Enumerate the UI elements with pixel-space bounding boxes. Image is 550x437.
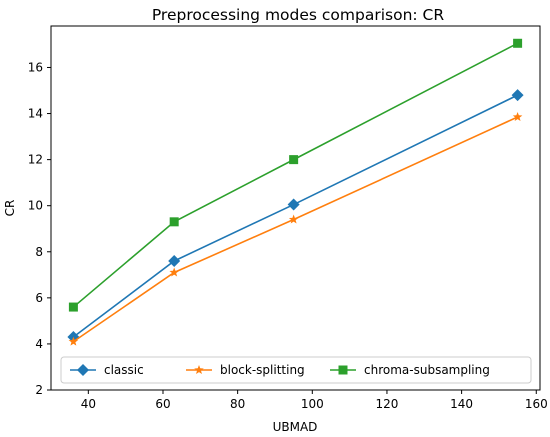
data-point: [288, 214, 299, 224]
legend-label: chroma-subsampling: [364, 363, 490, 377]
data-point: [169, 217, 179, 227]
x-tick-label: 60: [155, 397, 170, 411]
y-tick-label: 4: [35, 337, 43, 351]
series-classic: [67, 89, 524, 344]
legend-item: chroma-subsampling: [330, 363, 490, 377]
y-tick-label: 10: [28, 199, 43, 213]
data-point: [168, 254, 181, 267]
x-axis-label: UBMAD: [273, 420, 318, 434]
axis-ticks: 40 60 80 100 120 140 160 2 4 6 8 10 12 14 16: [28, 60, 548, 411]
series-line: [72, 116, 518, 343]
data-point: [511, 89, 524, 102]
y-axis-label: CR: [3, 200, 17, 217]
data-point: [68, 336, 79, 346]
legend-marker: [77, 364, 89, 376]
data-point: [169, 267, 179, 277]
legend-label: block-splitting: [220, 363, 305, 377]
series-lines: [67, 38, 524, 346]
legend-label: classic: [104, 363, 144, 377]
y-tick-label: 6: [35, 291, 43, 305]
data-point: [513, 38, 523, 48]
series-line: [72, 42, 518, 308]
legend-item: block-splitting: [186, 363, 305, 377]
series-block-splitting: [68, 112, 523, 346]
y-tick-label: 14: [28, 107, 43, 121]
data-point: [289, 155, 299, 165]
data-point: [68, 302, 78, 312]
data-point: [287, 198, 300, 211]
series-line: [72, 94, 518, 338]
y-tick-label: 2: [35, 383, 43, 397]
series-chroma-subsampling: [68, 38, 523, 312]
x-tick-label: 140: [450, 397, 473, 411]
legend-frame: [60, 356, 532, 384]
legend-marker: [194, 365, 204, 375]
y-tick-label: 12: [28, 153, 43, 167]
legend-marker: [338, 365, 348, 375]
x-tick-label: 100: [301, 397, 324, 411]
data-point: [512, 112, 523, 122]
x-tick-label: 160: [525, 397, 548, 411]
plot-frame: [50, 25, 541, 391]
x-tick-label: 120: [376, 397, 399, 411]
chart-title: Preprocessing modes comparison: CR: [152, 6, 445, 24]
y-tick-label: 8: [35, 245, 43, 259]
x-tick-label: 40: [81, 397, 96, 411]
legend-item: classic: [70, 363, 144, 377]
y-tick-label: 16: [28, 60, 43, 74]
legend: classic block-splitting chroma-subsampling: [60, 356, 532, 384]
x-tick-label: 80: [230, 397, 245, 411]
